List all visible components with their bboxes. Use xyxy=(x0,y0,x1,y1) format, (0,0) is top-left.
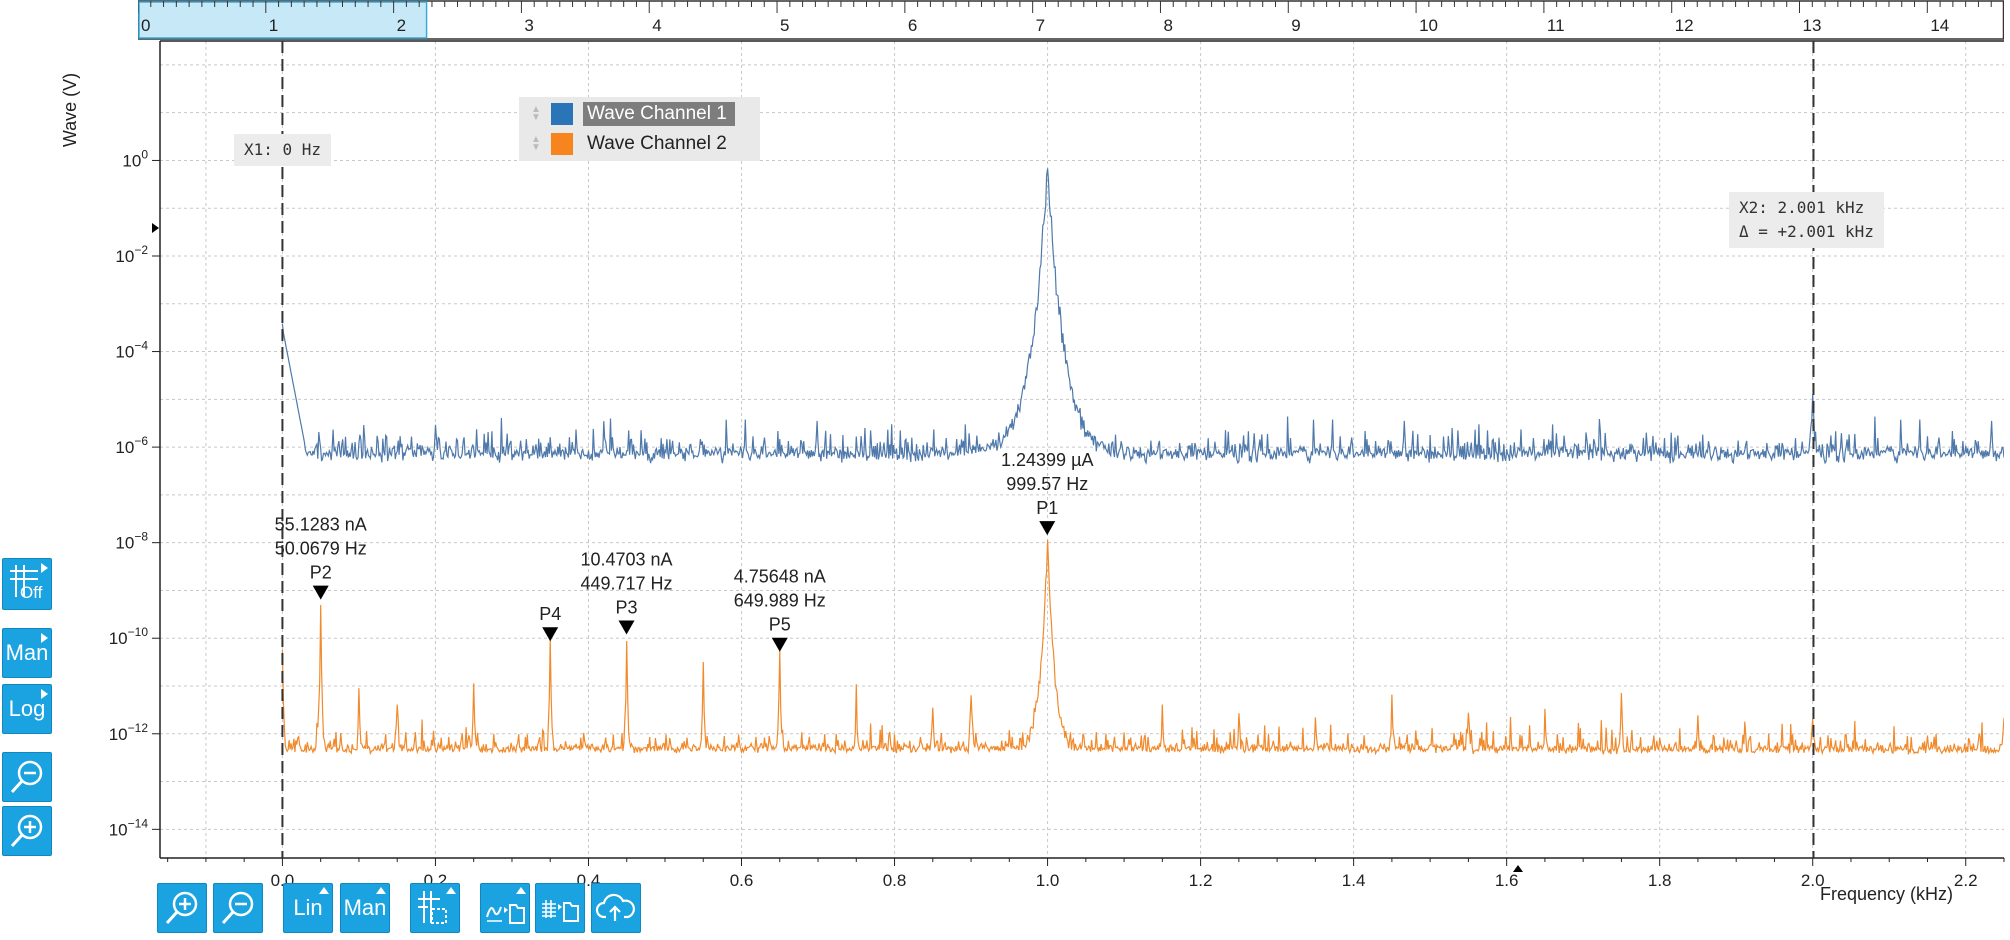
marker-p3-label: P3 xyxy=(616,598,638,618)
x-range-mode-label: Man xyxy=(343,895,387,920)
overview-tick-label: 8 xyxy=(1163,16,1172,35)
y-tick-label: 10−4 xyxy=(115,339,148,362)
marker-p4-triangle[interactable] xyxy=(542,627,559,642)
overview-frame xyxy=(138,0,2004,40)
overview-tick-label: 14 xyxy=(1930,16,1949,35)
x-axis-edge-marker xyxy=(1513,865,1523,872)
marker-p5-label: P5 xyxy=(769,615,791,635)
y-tick-label: 10−14 xyxy=(109,816,149,839)
overview-tick-label: 3 xyxy=(524,16,533,35)
overview-tick-label: 11 xyxy=(1547,16,1565,35)
cursor-x1-label: X1: 0 Hz xyxy=(234,134,332,166)
overview-selection[interactable] xyxy=(138,1,428,39)
x-tick-label: 2.0 xyxy=(1801,871,1825,890)
grid-toggle-button[interactable]: Off xyxy=(2,558,52,610)
x-scale-label: Lin xyxy=(293,895,323,920)
x-scale-button[interactable]: Lin xyxy=(283,883,333,933)
overview-tick-label: 10 xyxy=(1419,16,1438,35)
export-plot-icon xyxy=(486,904,525,924)
marker-p4-label: P4 xyxy=(539,604,561,624)
y-scale-button[interactable]: Log xyxy=(2,684,52,734)
x-tick-label: 1.6 xyxy=(1495,871,1519,890)
y-zoom-out-button[interactable] xyxy=(2,752,52,802)
cursor-x2-label: X2: 2.001 kHz Δ = +2.001 kHz xyxy=(1729,192,1884,248)
zoom-out-icon xyxy=(10,760,43,794)
x-tick-label: 1.0 xyxy=(1036,871,1060,890)
zoom-in-icon xyxy=(10,814,43,848)
channel-2-swatch xyxy=(551,133,573,155)
x-range-mode-button[interactable]: Man xyxy=(340,883,390,933)
y-axis-title: Wave (V) xyxy=(60,72,80,148)
marker-p3-triangle[interactable] xyxy=(618,620,635,635)
marker-p3-label: 10.4703 nA xyxy=(580,550,672,570)
zoom-in-icon xyxy=(165,891,198,925)
y-scale-label: Log xyxy=(8,696,46,721)
export-data-button[interactable] xyxy=(535,883,585,933)
x-zoom-in-button[interactable] xyxy=(157,883,207,933)
legend-item-channel-2[interactable]: ▲ ▼ Wave Channel 2 xyxy=(519,129,760,159)
marker-p1-label: P1 xyxy=(1036,498,1058,518)
x-tick-label: 0.6 xyxy=(730,871,754,890)
series-group xyxy=(281,168,2004,756)
series-line-1 xyxy=(281,168,2004,466)
overview-tick-label: 4 xyxy=(652,16,661,35)
marker-p2-label: 50.0679 Hz xyxy=(275,539,367,559)
y-range-mode-label: Man xyxy=(5,640,49,665)
cursor-toggle-button[interactable] xyxy=(410,883,460,933)
grid-icon xyxy=(10,565,38,597)
y-axis-edge-marker xyxy=(152,223,159,233)
channel-1-swatch xyxy=(551,103,573,125)
overview-tick-label: 7 xyxy=(1036,16,1045,35)
cloud-upload-icon xyxy=(595,893,635,921)
x-tick-label: 0.8 xyxy=(883,871,907,890)
zoom-out-icon xyxy=(221,891,254,925)
x-tick-label: 1.2 xyxy=(1189,871,1213,890)
legend-label: Wave Channel 1 xyxy=(583,102,735,126)
marker-p2-triangle[interactable] xyxy=(312,585,329,600)
marker-p2-label: P2 xyxy=(310,563,332,583)
series-line-2 xyxy=(281,539,2004,756)
y-tick-label: 10−10 xyxy=(109,625,149,648)
y-tick-label: 10−12 xyxy=(109,721,149,744)
overview-tick-label: 2 xyxy=(397,16,406,35)
marker-p5-label: 4.75648 nA xyxy=(734,567,826,587)
grid-toggle-label: Off xyxy=(20,583,43,602)
x-tick-label: 1.4 xyxy=(1342,871,1366,890)
marker-p1-label: 1.24399 µA xyxy=(1001,450,1093,470)
upload-button[interactable] xyxy=(591,883,641,933)
overview-tick-label: 9 xyxy=(1291,16,1300,35)
y-range-mode-button[interactable]: Man xyxy=(2,628,52,678)
export-plot-button[interactable] xyxy=(480,883,530,933)
cursor-icon xyxy=(418,891,447,924)
overview-tick-label: 0 xyxy=(141,16,150,35)
legend: ▲ ▼ Wave Channel 1 ▲ ▼ Wave Channel 2 xyxy=(519,97,760,161)
drag-handle-icon[interactable]: ▲ ▼ xyxy=(531,134,541,153)
overview-tick-label: 5 xyxy=(780,16,789,35)
overview-tick-label: 6 xyxy=(908,16,917,35)
x-tick-label: 2.2 xyxy=(1954,871,1978,890)
x-axis-title: Frequency (kHz) xyxy=(1820,884,1954,904)
legend-item-channel-1[interactable]: ▲ ▼ Wave Channel 1 xyxy=(519,99,760,129)
overview-scale[interactable]: 0 1 2 3 4 5 6 7 8 9 10 11 12 13 14 xyxy=(138,0,2004,40)
x-zoom-out-button[interactable] xyxy=(213,883,263,933)
legend-label: Wave Channel 2 xyxy=(587,133,727,154)
overview-tick-label: 12 xyxy=(1675,16,1694,35)
y-tick-label: 10−2 xyxy=(115,243,148,266)
y-zoom-in-button[interactable] xyxy=(2,806,52,856)
marker-p3-label: 449.717 Hz xyxy=(580,574,672,594)
marker-p5-label: 649.989 Hz xyxy=(734,591,826,611)
marker-p1-label: 999.57 Hz xyxy=(1006,474,1088,494)
marker-p2-label: 55.1283 nA xyxy=(275,515,367,535)
drag-handle-icon[interactable]: ▲ ▼ xyxy=(531,104,541,123)
overview-tick-label: 13 xyxy=(1803,16,1822,35)
y-tick-label: 100 xyxy=(122,147,148,170)
y-tick-label: 10−8 xyxy=(115,530,148,553)
overview-tick-label: 1 xyxy=(269,16,278,35)
marker-p5-triangle[interactable] xyxy=(771,637,788,652)
export-data-icon xyxy=(542,900,579,922)
marker-p1-triangle[interactable] xyxy=(1039,521,1056,536)
x-tick-label: 1.8 xyxy=(1648,871,1672,890)
y-tick-label: 10−6 xyxy=(115,434,148,457)
